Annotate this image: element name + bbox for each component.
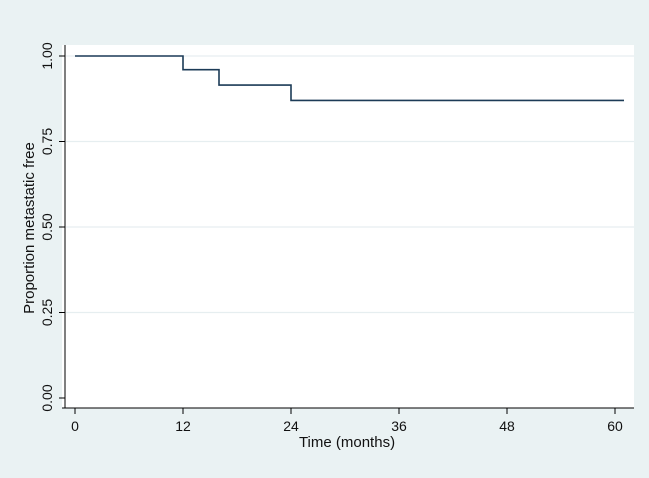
series [75,55,624,102]
y-tick-label: 0.00 [39,384,55,411]
x-tick-label: 36 [391,418,407,434]
x-axis-label: Time (months) [299,434,395,451]
x-tick-label: 48 [499,418,515,434]
y-tick-label: 0.75 [39,128,55,155]
x-tick-label: 0 [71,418,79,434]
y-tick-label: 0.25 [39,299,55,326]
y-tick-label: 1.00 [39,42,55,69]
y-axis-label: Proportion metastatic free [21,142,38,314]
x-tick-label: 24 [283,418,299,434]
ticks: 0.00 0.25 0.50 0.75 1.00 0 12 24 36 48 60 [39,42,623,434]
x-tick-label: 60 [607,418,623,434]
survival-step-line [75,55,624,102]
y-tick-label: 0.50 [39,213,55,240]
x-tick-label: 12 [175,418,191,434]
